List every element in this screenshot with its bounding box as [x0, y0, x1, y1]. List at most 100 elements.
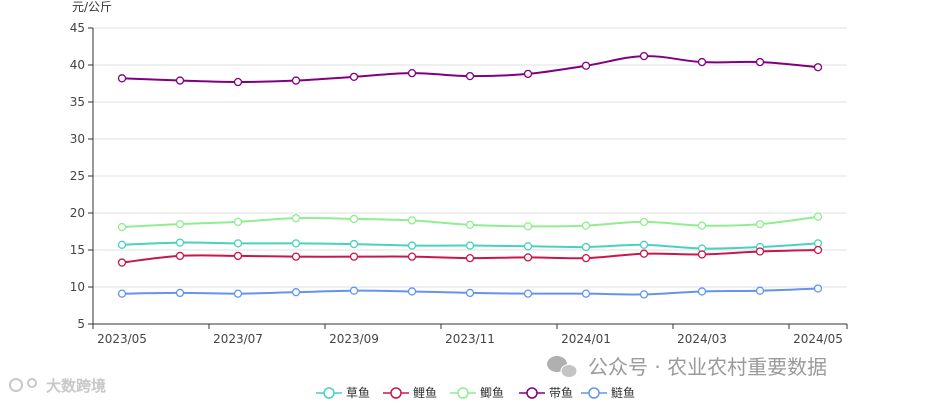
- data-point[interactable]: [407, 68, 417, 78]
- data-point[interactable]: [697, 221, 707, 230]
- x-tick-label: 2024/05: [793, 332, 843, 346]
- y-tick-label: 35: [70, 95, 85, 109]
- legend-marker: [457, 387, 469, 399]
- y-tick-label: 30: [70, 132, 85, 146]
- legend-item-0[interactable]: 草鱼: [316, 386, 370, 400]
- y-tick-labels: 5 10 15 20 25 30 35 40 45: [70, 21, 93, 331]
- data-point[interactable]: [813, 284, 823, 293]
- legend-item-2[interactable]: 鲫鱼: [450, 386, 504, 400]
- legend: 草鱼 鲤鱼 鲫鱼 带鱼 鲢鱼: [316, 385, 635, 400]
- legend-marker: [588, 387, 600, 399]
- legend-item-1[interactable]: 鲤鱼: [383, 386, 437, 400]
- data-point[interactable]: [117, 74, 127, 83]
- y-tick-label: 25: [70, 169, 85, 183]
- data-point[interactable]: [349, 252, 359, 261]
- legend-label: 鲤鱼: [413, 386, 437, 400]
- series-points: [117, 51, 823, 299]
- watermark-left: 大数跨境: [9, 377, 106, 395]
- data-point[interactable]: [465, 220, 475, 229]
- data-point[interactable]: [465, 253, 475, 263]
- data-point[interactable]: [523, 289, 533, 298]
- data-point[interactable]: [697, 287, 707, 296]
- data-point[interactable]: [581, 242, 591, 252]
- data-point[interactable]: [233, 77, 243, 87]
- watermark-left-text: 大数跨境: [46, 377, 106, 395]
- data-point[interactable]: [639, 51, 649, 61]
- data-point[interactable]: [639, 217, 649, 227]
- wechat-icon: [547, 356, 578, 378]
- data-point[interactable]: [349, 72, 359, 81]
- data-point[interactable]: [465, 71, 475, 81]
- data-point[interactable]: [755, 286, 765, 295]
- data-point[interactable]: [291, 252, 301, 261]
- data-point[interactable]: [523, 222, 533, 231]
- data-point[interactable]: [175, 219, 185, 229]
- data-point[interactable]: [697, 57, 707, 67]
- data-point[interactable]: [581, 253, 591, 263]
- data-point[interactable]: [407, 216, 417, 225]
- data-point[interactable]: [813, 63, 823, 72]
- data-point[interactable]: [523, 253, 533, 262]
- legend-label: 鲫鱼: [480, 386, 504, 400]
- data-point[interactable]: [349, 286, 359, 295]
- x-tick-label: 2023/05: [97, 332, 147, 346]
- data-point[interactable]: [581, 221, 591, 230]
- legend-marker: [323, 387, 335, 399]
- data-point[interactable]: [813, 245, 823, 255]
- brand-logo-icon: [9, 378, 37, 392]
- data-point[interactable]: [407, 252, 417, 261]
- data-point[interactable]: [349, 214, 359, 224]
- data-point[interactable]: [755, 247, 765, 256]
- data-point[interactable]: [291, 76, 301, 85]
- legend-label: 鲢鱼: [611, 385, 635, 400]
- data-point[interactable]: [117, 258, 127, 267]
- x-tick-label: 2024/01: [561, 332, 611, 346]
- data-point[interactable]: [755, 57, 765, 67]
- data-point[interactable]: [233, 239, 243, 248]
- x-tick-label: 2023/11: [445, 332, 495, 346]
- x-tick-label: 2023/07: [213, 332, 263, 346]
- y-tick-label: 5: [77, 317, 85, 331]
- data-point[interactable]: [175, 251, 185, 261]
- data-point[interactable]: [813, 212, 823, 221]
- watermark-main: 公众号 · 农业农村重要数据: [547, 355, 827, 379]
- data-point[interactable]: [233, 289, 243, 298]
- data-point[interactable]: [697, 250, 707, 259]
- data-point[interactable]: [465, 288, 475, 298]
- data-point[interactable]: [233, 217, 243, 227]
- data-point[interactable]: [639, 249, 649, 258]
- data-point[interactable]: [755, 219, 765, 229]
- data-point[interactable]: [291, 214, 301, 223]
- grid-lines: [93, 27, 847, 288]
- data-point[interactable]: [813, 239, 823, 248]
- legend-item-4[interactable]: 鲢鱼: [581, 385, 635, 400]
- data-point[interactable]: [465, 241, 475, 250]
- data-point[interactable]: [175, 288, 185, 298]
- data-point[interactable]: [639, 290, 649, 299]
- data-point[interactable]: [117, 222, 127, 232]
- legend-label: 带鱼: [549, 386, 573, 400]
- y-tick-label: 45: [70, 21, 85, 35]
- data-point[interactable]: [581, 289, 591, 298]
- data-point[interactable]: [523, 69, 533, 79]
- data-point[interactable]: [117, 289, 127, 298]
- data-point[interactable]: [175, 76, 185, 85]
- data-point[interactable]: [581, 61, 591, 70]
- y-tick-label: 15: [70, 243, 85, 257]
- data-point[interactable]: [117, 240, 127, 249]
- data-point[interactable]: [407, 241, 417, 250]
- data-point[interactable]: [233, 251, 243, 261]
- legend-label: 草鱼: [346, 386, 370, 400]
- data-point[interactable]: [639, 240, 649, 249]
- x-tick-label: 2024/03: [677, 332, 727, 346]
- legend-marker: [390, 387, 402, 399]
- data-point[interactable]: [291, 288, 301, 297]
- x-tick-label: 2023/09: [329, 332, 379, 346]
- data-point[interactable]: [523, 242, 533, 251]
- data-point[interactable]: [349, 239, 359, 249]
- data-point[interactable]: [291, 239, 301, 248]
- data-point[interactable]: [407, 287, 417, 296]
- data-point[interactable]: [175, 238, 185, 247]
- legend-item-3[interactable]: 带鱼: [519, 386, 573, 400]
